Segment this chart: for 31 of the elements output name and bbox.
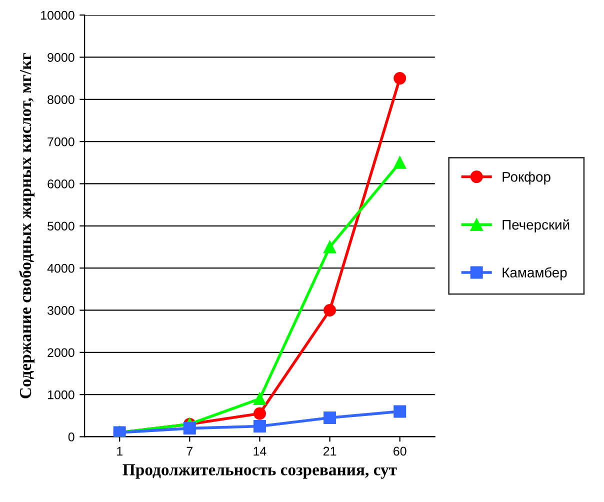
y-tick-label: 10000 [41,10,74,20]
point [394,405,406,418]
x-tick-label: 60 [394,446,406,456]
point [253,407,266,420]
y-tick-label: 9000 [48,53,74,62]
point [324,240,336,254]
legend-label: Рокфор [502,172,550,185]
x-tick-label: 21 [323,446,336,456]
y-tick-label: 1000 [48,390,74,400]
point [253,420,266,432]
point [394,72,406,85]
y-tick-label: 7000 [48,137,74,146]
x-tick-label: 7 [186,446,193,456]
y-axis-title: Содержание свободных жирных кислот, мг/кг [19,53,35,398]
point [183,422,196,435]
point [324,304,336,316]
y-tick-label: 3000 [48,306,74,315]
x-tick-label: 14 [254,446,266,456]
x-tick-label: 1 [117,446,122,456]
legend-label: Камамбер [502,267,567,280]
x-axis-title: Продолжительность созревания, сут [122,464,397,479]
legend-label: Печерский [502,219,570,232]
y-tick-label: 5000 [48,222,74,231]
y-tick-label: 8000 [48,95,74,104]
y-tick-label: 6000 [48,180,74,188]
point [324,412,336,424]
y-tick-label: 0 [68,432,74,442]
point [253,392,266,406]
y-tick-label: 4000 [47,264,74,273]
point [394,156,406,169]
y-tick-label: 2000 [48,348,74,358]
